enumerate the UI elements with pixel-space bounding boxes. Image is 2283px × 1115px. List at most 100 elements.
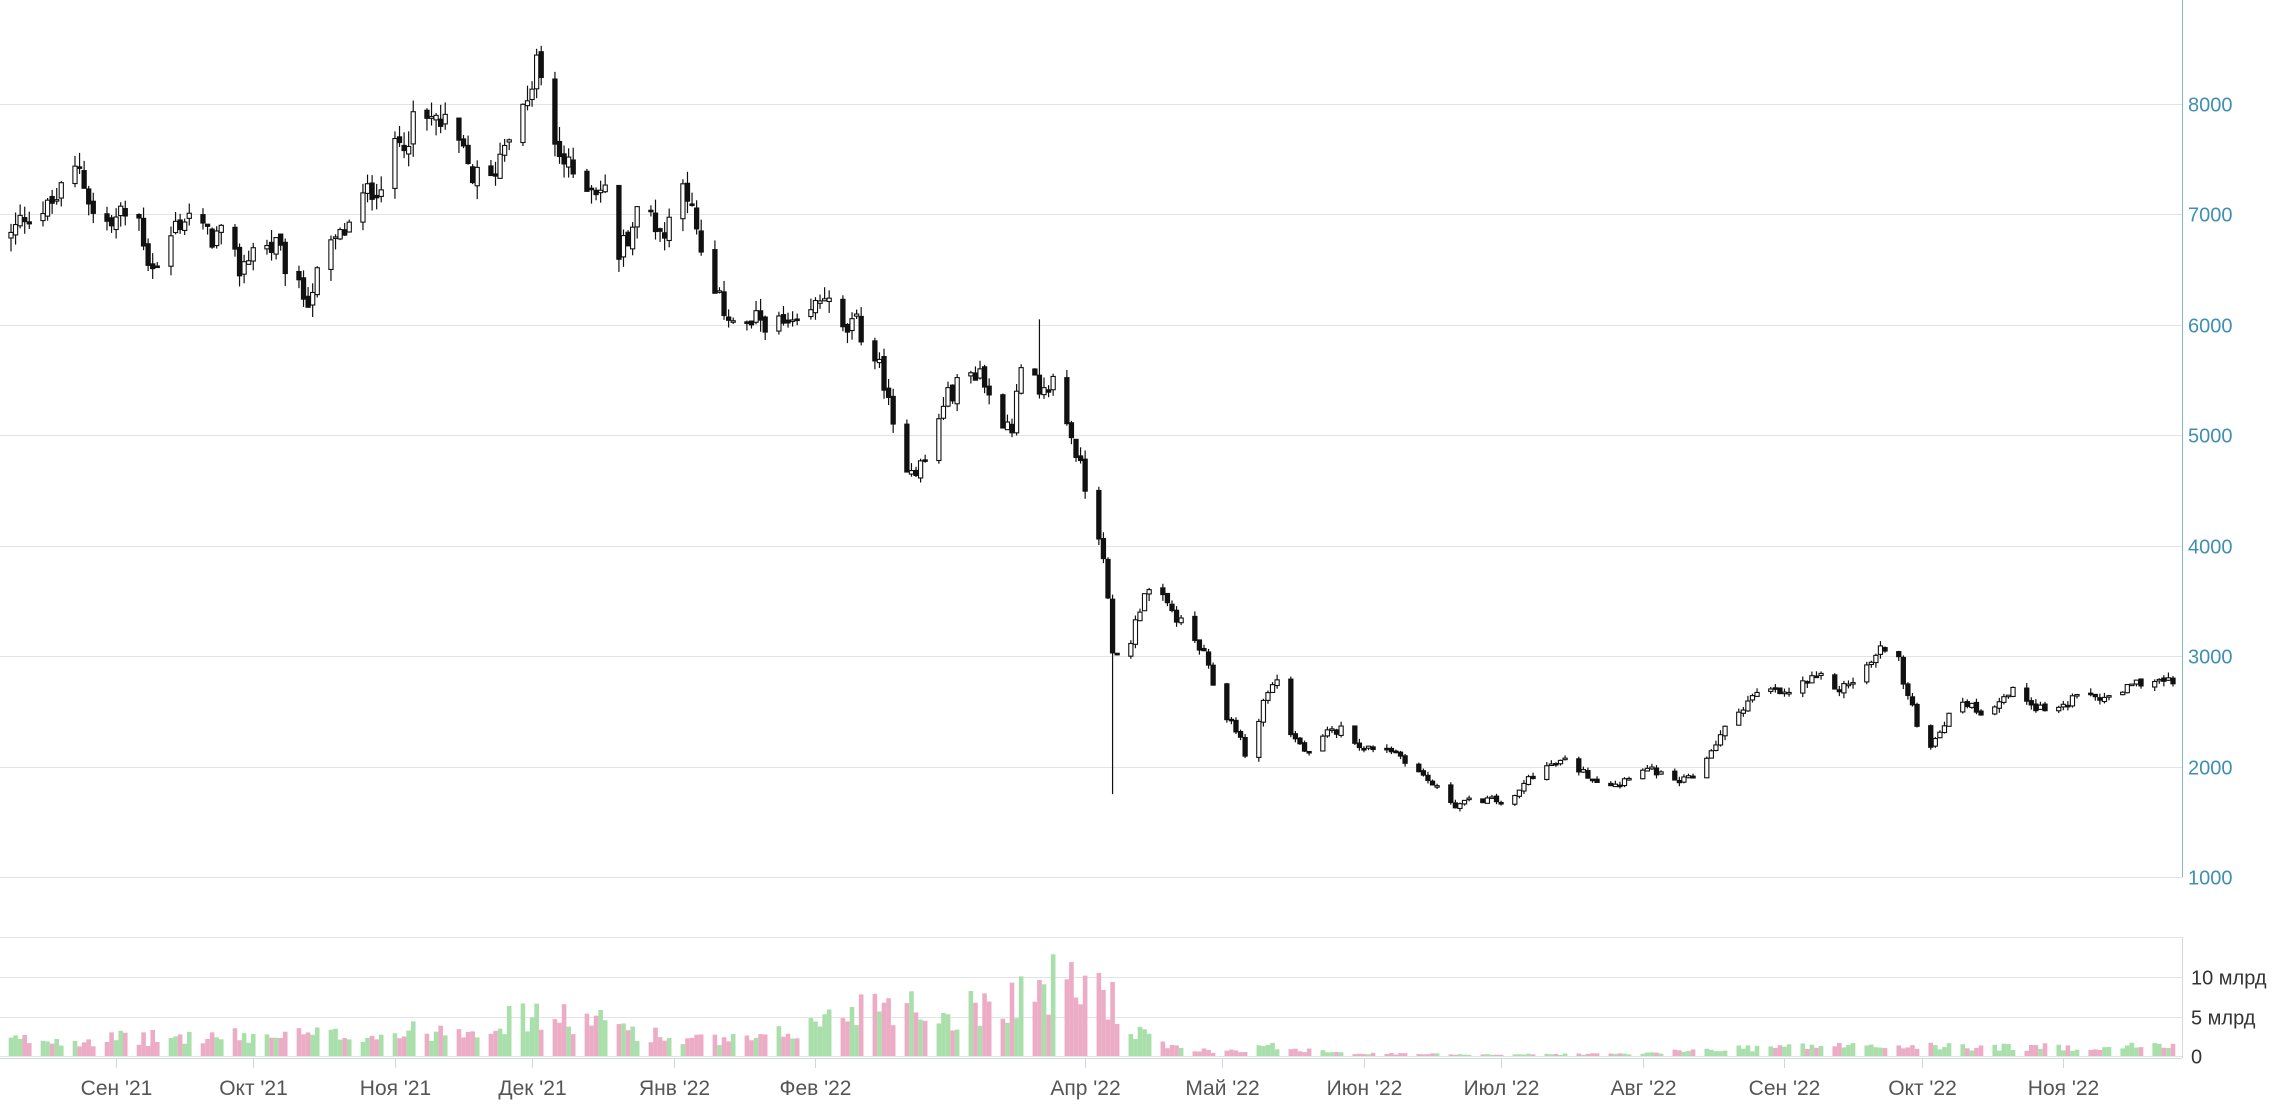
candle-body [1365,745,1372,749]
candle-body [113,216,119,231]
candle-body [1452,802,1459,809]
volume-bar [666,1038,672,1056]
volume-bar [1978,1045,1984,1056]
volume-bar [1965,1048,1970,1056]
volume-bar [1530,1054,1536,1056]
volume-bar [1384,1053,1390,1056]
price-gridlines [0,104,2182,878]
volume-bar [1009,982,1015,1056]
candle-body [524,100,531,107]
candle-body [2092,693,2098,698]
volume-bar [1389,1053,1394,1056]
candle-body [757,310,764,321]
volume-bar [744,1035,750,1056]
volume-bar [1622,1053,1627,1056]
candle-body [570,159,576,175]
candle-body [1004,421,1011,431]
volume-bar [342,1038,347,1056]
candle-body [1237,731,1244,738]
candle-body [2037,704,2044,710]
candle-body [1736,711,1742,726]
candle-body [652,212,659,233]
candle-body [1836,689,1842,693]
volume-bar [2029,1045,2034,1056]
candle-body [1585,770,1591,779]
volume-bar [2065,1045,2071,1056]
volume-tick-label: 0 [2191,1047,2202,1069]
x-tick-label: Ноя '22 [2028,1077,2099,1100]
volume-bar [877,1011,882,1056]
volume-bar [328,1029,334,1056]
candle-body [561,153,567,165]
volume-bar [1777,1045,1783,1056]
candle-body [1132,619,1139,645]
volume-bar [269,1037,274,1056]
candle-body [278,233,284,246]
candle-body [154,265,160,269]
candle-body [218,224,224,233]
candle-body [1544,765,1550,781]
candle-body [885,387,892,398]
candle-body [268,241,275,253]
volume-bar [246,1042,251,1056]
candle-body [840,298,846,328]
volume-bar [2156,1043,2162,1056]
volume-bar [2138,1047,2144,1056]
candle-body [2010,686,2016,697]
candle-body [1297,737,1303,745]
candle-body [680,183,686,220]
candle-body [1576,758,1582,773]
volume-bar [1453,1054,1458,1056]
candle-body [2133,679,2140,685]
x-tick-label: Окт '21 [219,1077,288,1100]
candle-body [593,189,599,196]
candle-body [1521,782,1527,792]
candle-body [620,235,627,258]
candle-body [2124,683,2130,694]
candle-body [118,205,124,217]
candle-body [936,418,942,462]
volume-bar [177,1034,183,1056]
volume-bar [113,1040,119,1056]
candle-body [744,321,750,324]
volume-bar [2120,1048,2126,1056]
candle-body [1009,423,1015,434]
candle-body [2065,704,2071,708]
volume-bar [72,1041,78,1056]
candle-body [872,340,878,362]
volume-bar [1768,1046,1774,1056]
volume-bar [570,1034,576,1056]
volume-bar [904,1003,910,1056]
candle-body [1457,803,1463,809]
x-tick-label: Сен '22 [1749,1077,1821,1100]
volume-bar [1809,1044,1815,1056]
candle-body [81,170,87,189]
volume-bar [2134,1047,2139,1056]
volume-bar [1594,1053,1600,1056]
volume-bar [237,1040,242,1056]
x-tick-label: Сен '21 [81,1077,153,1100]
volume-bar [305,1032,311,1056]
candle-body [1068,422,1075,439]
candle-body [1864,664,1870,683]
volume-bar [698,1034,704,1056]
candle-body [1105,558,1111,599]
candle-body [698,230,704,253]
volume-bar [1297,1051,1303,1056]
candle-body [1553,762,1559,766]
volume-bar [424,1033,430,1056]
volume-bar [1178,1047,1184,1056]
candle-body [1146,589,1152,595]
x-tick-label: Авг '22 [1610,1077,1676,1100]
volume-bar [474,1037,480,1056]
volume-bar [566,1026,571,1056]
candle-body [1818,672,1824,676]
volume-bar [1850,1043,1856,1056]
candle-body [1036,374,1043,395]
price-tick-label: 1000 [2188,868,2233,890]
volume-bar [310,1034,315,1056]
candle-body [1306,750,1312,754]
volume-bar [1334,1051,1339,1056]
candle-body [584,170,590,192]
